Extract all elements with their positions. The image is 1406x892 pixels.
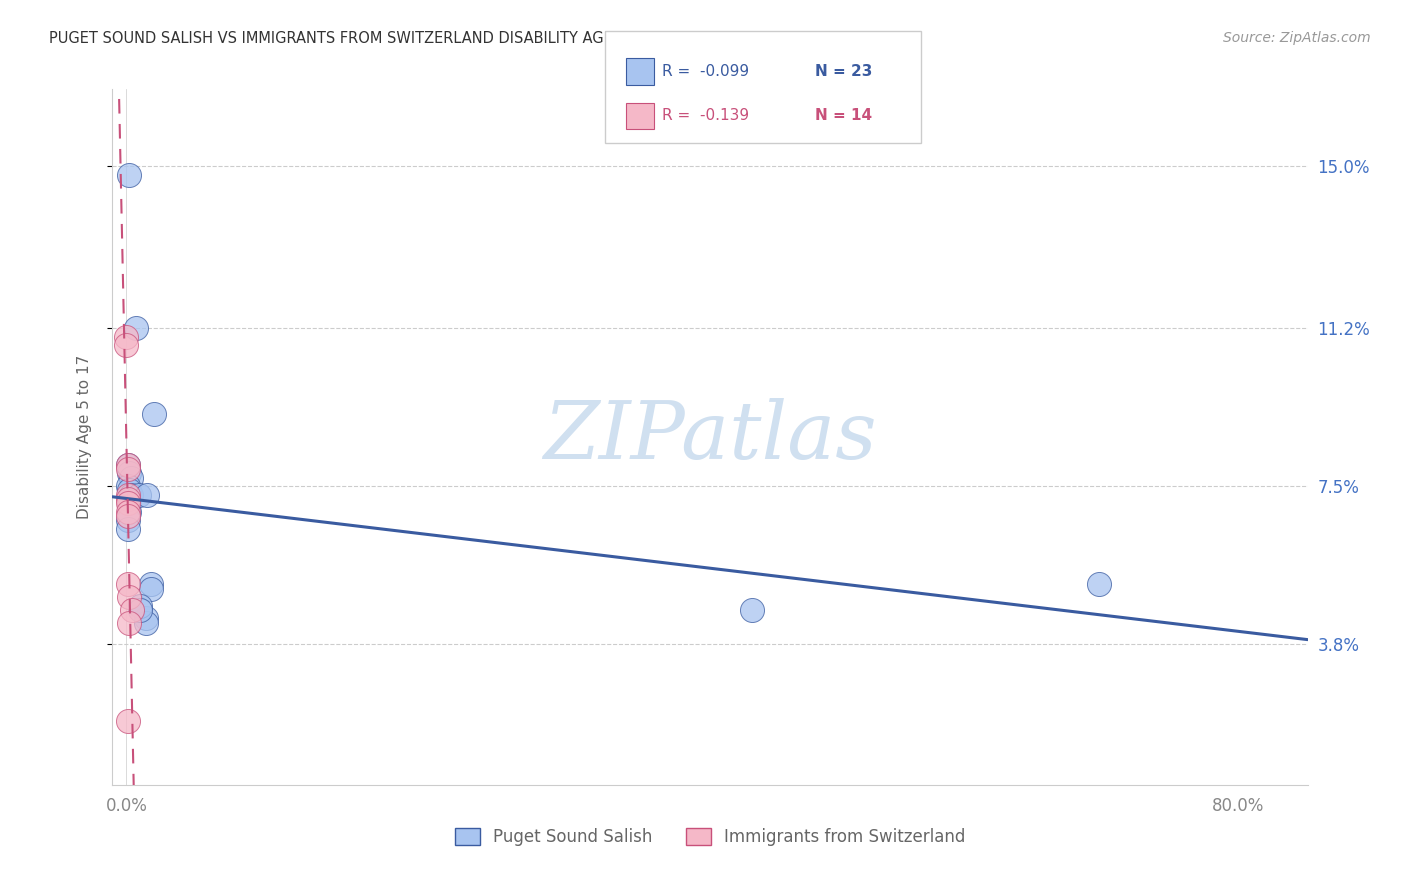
Point (118, 467, 141, 481)
Point (117, 513, 139, 527)
Legend: Puget Sound Salish, Immigrants from Switzerland: Puget Sound Salish, Immigrants from Swit… (449, 822, 972, 853)
Point (118, 483, 141, 498)
Point (117, 479, 139, 493)
Point (117, 505, 139, 519)
Point (120, 488, 142, 502)
Point (117, 522, 139, 536)
Point (741, 603, 763, 617)
Point (117, 488, 139, 502)
Point (143, 407, 166, 421)
Point (117, 577, 139, 591)
Point (118, 168, 141, 182)
Point (117, 509, 139, 524)
Point (141, 577, 163, 591)
Point (118, 505, 141, 519)
Point (125, 321, 148, 335)
Point (117, 458, 139, 472)
Point (121, 603, 143, 617)
Point (135, 611, 157, 625)
Point (120, 470, 142, 484)
Point (117, 458, 139, 472)
Y-axis label: Disability Age 5 to 17: Disability Age 5 to 17 (77, 355, 91, 519)
Point (117, 462, 139, 476)
Point (117, 491, 139, 506)
Point (136, 488, 159, 502)
Text: Source: ZipAtlas.com: Source: ZipAtlas.com (1223, 31, 1371, 45)
Text: N = 14: N = 14 (815, 109, 873, 123)
Point (128, 488, 150, 502)
Point (129, 599, 152, 613)
Point (118, 615, 141, 630)
Point (129, 603, 152, 617)
Point (115, 330, 138, 344)
Point (115, 338, 138, 352)
Point (117, 714, 139, 728)
Point (117, 496, 139, 510)
Text: PUGET SOUND SALISH VS IMMIGRANTS FROM SWITZERLAND DISABILITY AGE 5 TO 17 CORRELA: PUGET SOUND SALISH VS IMMIGRANTS FROM SW… (49, 31, 838, 46)
Point (141, 582, 163, 596)
Text: R =  -0.099: R = -0.099 (662, 64, 749, 78)
Text: ZIPatlas: ZIPatlas (543, 399, 877, 475)
Point (118, 496, 141, 510)
Text: R =  -0.139: R = -0.139 (662, 109, 749, 123)
Point (1088, 577, 1111, 591)
Point (135, 615, 157, 630)
Text: N = 23: N = 23 (815, 64, 873, 78)
Point (118, 590, 141, 604)
